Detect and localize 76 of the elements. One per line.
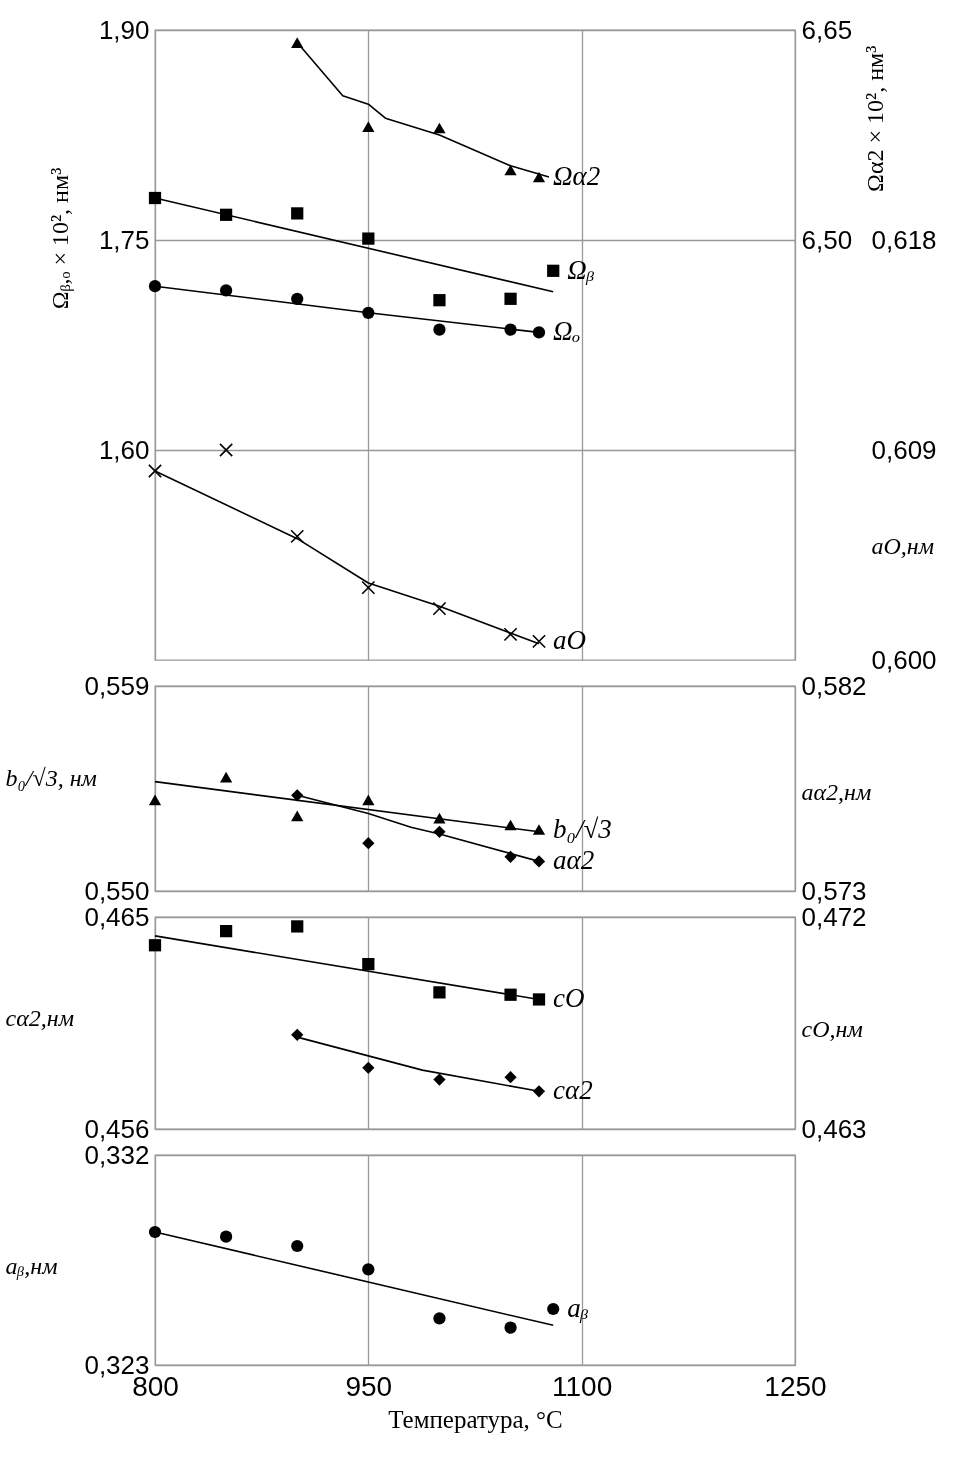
y2-tick-label: 6,50 (801, 224, 853, 255)
y-tick-label: 1,75 (98, 224, 150, 255)
point (433, 294, 446, 307)
point (362, 1263, 375, 1276)
y-tick-label: 0,559 (84, 670, 150, 701)
point (362, 1061, 375, 1074)
point (291, 810, 304, 822)
x-axis-title: Температура, °C (388, 1405, 563, 1433)
point (504, 1321, 517, 1334)
point (547, 264, 560, 277)
point (433, 1073, 446, 1086)
y3-tick-label: 0,618 (871, 224, 937, 255)
point (290, 529, 305, 544)
y-tick-label: 1,90 (98, 14, 150, 45)
y2-axis-title: aα2,нм (801, 779, 872, 806)
y2-tick-label: 0,463 (801, 1113, 867, 1144)
series-label: Ωᵦ (567, 254, 595, 285)
point (291, 1239, 304, 1253)
point (219, 443, 234, 457)
series-label: Ωα2 (553, 161, 601, 191)
point (362, 957, 375, 971)
point (291, 789, 304, 802)
y3-axis-title: aO,нм (871, 533, 935, 560)
point (361, 580, 376, 595)
point (291, 920, 304, 933)
x-tick-label: 1250 (764, 1370, 827, 1402)
y2-tick-label: 0,582 (801, 670, 867, 701)
series-label: aᵦ (567, 1293, 589, 1323)
point (291, 1028, 304, 1041)
point (532, 993, 546, 1006)
point (504, 292, 517, 305)
point (362, 121, 375, 132)
point (362, 232, 375, 245)
y3-tick-label: 0,600 (871, 644, 937, 675)
x-tick-label: 950 (345, 1370, 393, 1402)
point (219, 1230, 233, 1243)
point (532, 824, 546, 835)
y3-tick-label: 0,609 (871, 434, 937, 465)
y-axis-title: aᵦ,нм (5, 1252, 58, 1280)
point (362, 837, 375, 850)
point (503, 627, 518, 642)
y2-tick-label: 6,65 (801, 14, 853, 45)
point (433, 122, 446, 134)
point (219, 771, 233, 783)
y2-axis-title: cO,нм (801, 1015, 863, 1042)
y2-axis-title: Ωα2 × 10², нм³ (861, 45, 888, 192)
point (148, 464, 162, 478)
series-label: cα2 (553, 1075, 593, 1106)
series-label: b₀/√3 (553, 813, 612, 844)
series-label: aO (553, 625, 586, 656)
series-label: cO (553, 983, 585, 1014)
point (148, 280, 162, 293)
point (504, 1071, 517, 1084)
point (148, 939, 162, 952)
point (547, 1302, 560, 1316)
point (432, 601, 447, 616)
y2-tick-label: 0,573 (801, 875, 867, 906)
point (148, 1225, 162, 1239)
point (362, 794, 375, 806)
point (291, 292, 304, 305)
y-axis-title: cα2,нм (5, 1005, 74, 1032)
series-label: Ωₒ (553, 316, 581, 347)
point (433, 1312, 446, 1325)
point (291, 207, 304, 220)
point (433, 323, 446, 336)
y-tick-label: 0,456 (84, 1113, 150, 1144)
point (148, 794, 162, 806)
point (433, 986, 446, 999)
series-label: aα2 (553, 845, 595, 876)
point (219, 925, 233, 938)
y-axis-title: b₀/√3, нм (5, 764, 97, 791)
y-tick-label: 0,550 (84, 875, 150, 906)
point (532, 634, 546, 649)
y-tick-label: 1,60 (98, 434, 150, 465)
y-axis-title: Ωᵦ,ₒ × 10², нм³ (46, 167, 74, 310)
x-tick-label: 1100 (552, 1370, 613, 1402)
